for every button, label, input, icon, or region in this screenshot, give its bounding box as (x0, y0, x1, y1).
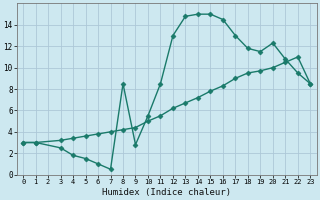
X-axis label: Humidex (Indice chaleur): Humidex (Indice chaleur) (102, 188, 231, 197)
